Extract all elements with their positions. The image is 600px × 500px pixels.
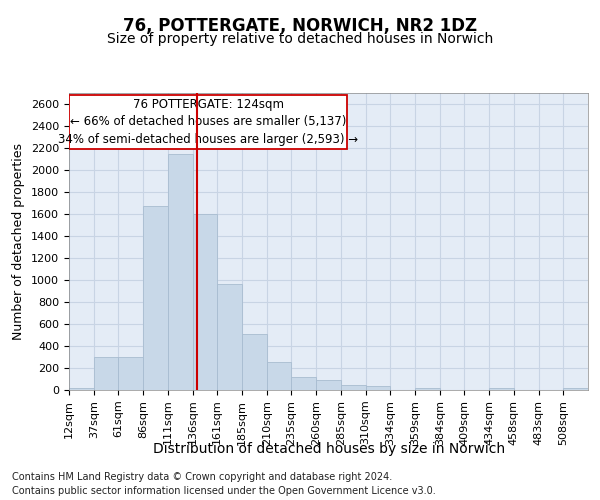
Y-axis label: Number of detached properties: Number of detached properties — [13, 143, 25, 340]
Bar — [365, 386, 390, 390]
Bar — [193, 214, 217, 390]
Bar — [563, 388, 588, 390]
Bar — [118, 357, 143, 390]
Bar — [143, 206, 168, 390]
Text: Size of property relative to detached houses in Norwich: Size of property relative to detached ho… — [107, 32, 493, 46]
Bar — [341, 385, 365, 390]
Text: Distribution of detached houses by size in Norwich: Distribution of detached houses by size … — [153, 442, 505, 456]
Text: 76, POTTERGATE, NORWICH, NR2 1DZ: 76, POTTERGATE, NORWICH, NR2 1DZ — [123, 18, 477, 36]
Text: 34% of semi-detached houses are larger (2,593) →: 34% of semi-detached houses are larger (… — [58, 133, 358, 146]
Bar — [242, 334, 267, 390]
Text: Contains public sector information licensed under the Open Government Licence v3: Contains public sector information licen… — [12, 486, 436, 496]
Bar — [217, 284, 242, 390]
Text: Contains HM Land Registry data © Crown copyright and database right 2024.: Contains HM Land Registry data © Crown c… — [12, 472, 392, 482]
Bar — [94, 357, 118, 390]
Bar — [69, 388, 94, 390]
Bar — [168, 154, 193, 390]
Bar — [267, 362, 292, 390]
FancyBboxPatch shape — [69, 94, 347, 149]
Text: ← 66% of detached houses are smaller (5,137): ← 66% of detached houses are smaller (5,… — [70, 116, 346, 128]
Bar — [292, 377, 316, 390]
Bar — [316, 380, 341, 390]
Bar — [489, 388, 514, 390]
Text: 76 POTTERGATE: 124sqm: 76 POTTERGATE: 124sqm — [133, 98, 284, 111]
Bar — [415, 388, 440, 390]
